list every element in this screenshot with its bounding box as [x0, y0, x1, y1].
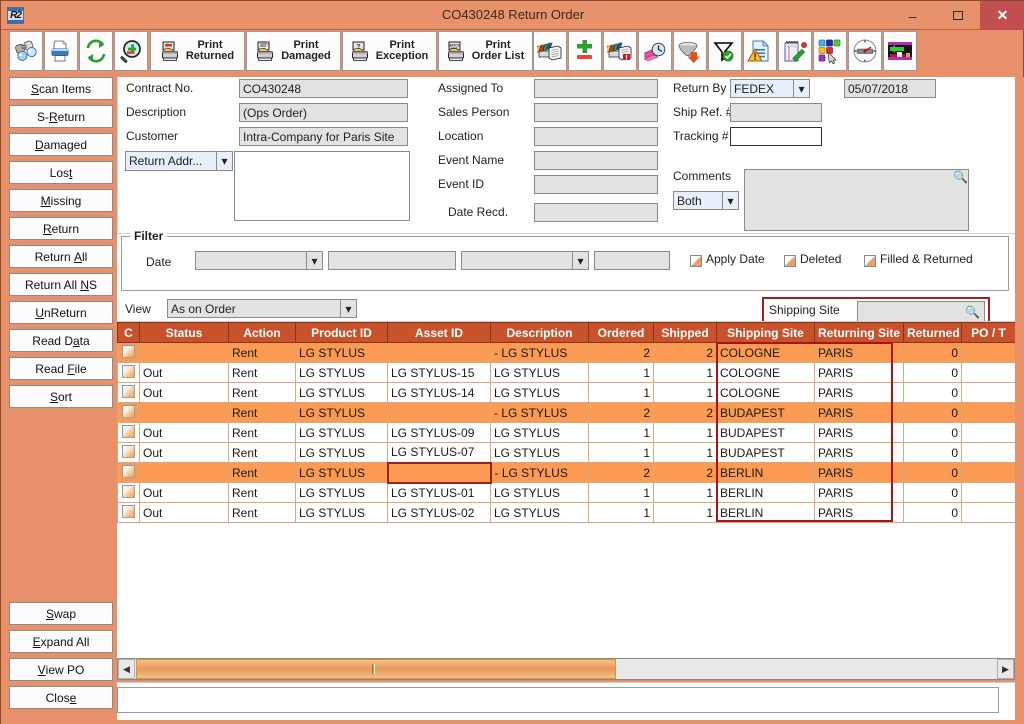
svg-text:BATCH: BATCH [448, 43, 460, 47]
